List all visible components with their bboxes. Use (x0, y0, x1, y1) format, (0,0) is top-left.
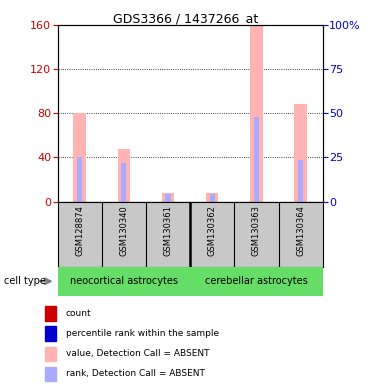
Bar (210, 194, 215, 202)
Bar (45, 346, 56, 361)
Text: GSM130362: GSM130362 (208, 205, 217, 256)
Text: GSM128874: GSM128874 (75, 205, 84, 256)
Bar (45, 326, 56, 341)
Text: GSM130364: GSM130364 (296, 205, 305, 256)
Bar (250, 25, 263, 202)
Bar (162, 193, 174, 202)
Text: GSM130363: GSM130363 (252, 205, 261, 256)
Text: value, Detection Call = ABSENT: value, Detection Call = ABSENT (66, 349, 209, 358)
Text: neocortical astrocytes: neocortical astrocytes (70, 276, 178, 286)
Bar (118, 149, 130, 202)
Bar (45, 306, 56, 321)
Bar (254, 117, 259, 202)
Text: count: count (66, 309, 91, 318)
Bar (58, 268, 190, 295)
Text: cerebellar astrocytes: cerebellar astrocytes (205, 276, 308, 286)
Text: GDS3366 / 1437266_at: GDS3366 / 1437266_at (113, 12, 258, 25)
Text: cell type: cell type (4, 276, 46, 286)
Text: GSM130340: GSM130340 (119, 205, 128, 256)
Bar (165, 194, 171, 202)
Text: GSM130361: GSM130361 (164, 205, 173, 256)
Bar (121, 163, 127, 202)
Bar (73, 113, 86, 202)
Bar (45, 367, 56, 381)
Bar (206, 193, 219, 202)
Text: percentile rank within the sample: percentile rank within the sample (66, 329, 219, 338)
Bar (77, 157, 82, 202)
Bar (298, 160, 303, 202)
Bar (295, 104, 307, 202)
Text: rank, Detection Call = ABSENT: rank, Detection Call = ABSENT (66, 369, 204, 378)
Bar (190, 268, 323, 295)
